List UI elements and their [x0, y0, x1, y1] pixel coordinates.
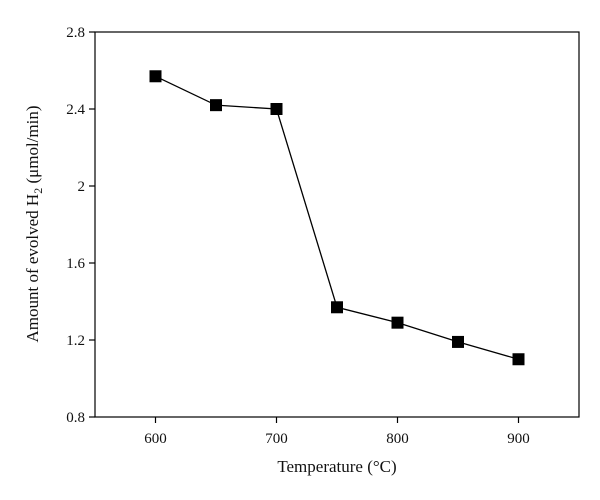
- x-tick-label: 900: [507, 431, 530, 447]
- y-tick-label: 2: [78, 179, 86, 195]
- data-point: [270, 103, 283, 115]
- x-tick-label: 700: [265, 431, 288, 447]
- y-axis-label-main: Amount of evolved H: [23, 194, 42, 343]
- series-layer: [149, 70, 525, 366]
- y-tick-label: 2.8: [66, 25, 85, 41]
- x-tick-label: 600: [144, 431, 167, 447]
- y-tick-label: 1.2: [66, 333, 85, 349]
- y-tick-label: 1.6: [66, 256, 85, 272]
- y-tick-label: 2.4: [66, 102, 85, 118]
- x-axis-label: Temperature (°C): [277, 457, 396, 476]
- ticks-layer: 600 700 800 900 0.8 1.2 1.6 2 2.4 2.8: [66, 25, 530, 447]
- data-point: [452, 335, 464, 348]
- data-point: [210, 99, 222, 112]
- y-axis-label: Amount of evolved H2 (μmol/min): [23, 105, 45, 342]
- y-axis-label-subscript: 2: [31, 188, 45, 194]
- data-point: [512, 353, 525, 366]
- plot-frame: [94, 31, 580, 418]
- y-tick-label: 0.8: [66, 410, 85, 426]
- y-axis-label-unit: (μmol/min): [23, 105, 42, 187]
- data-point: [391, 316, 404, 329]
- series-line: [155, 75, 519, 360]
- data-point: [149, 70, 162, 83]
- data-point: [331, 301, 343, 314]
- x-tick-label: 800: [386, 431, 409, 447]
